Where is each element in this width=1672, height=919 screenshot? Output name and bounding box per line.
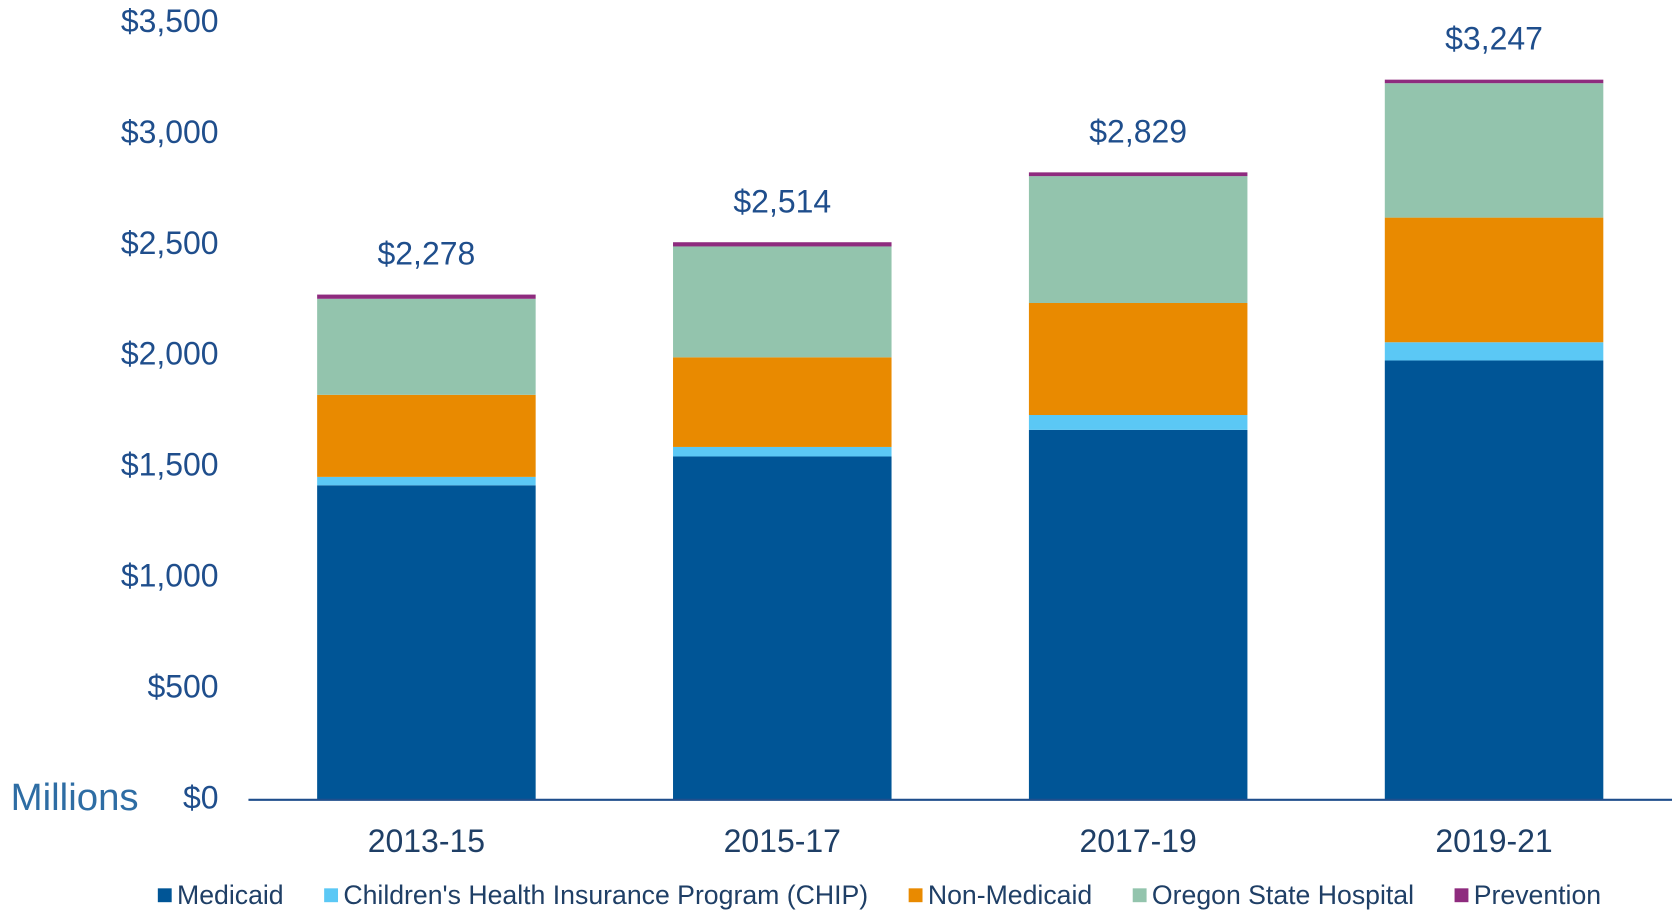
bar-segment — [673, 246, 892, 358]
bar-segment — [1384, 83, 1604, 218]
bar-segment — [1384, 217, 1604, 343]
bar-segment — [673, 242, 892, 247]
bar-segment — [1028, 303, 1248, 416]
legend-label: Oregon State Hospital — [1152, 880, 1414, 910]
legend-swatch — [1132, 888, 1147, 903]
y-tick-label: $1,500 — [121, 447, 219, 483]
y-tick-label: $2,000 — [121, 336, 219, 372]
y-axis-label: Millions — [11, 776, 139, 819]
bar-segment — [317, 294, 536, 299]
legend-swatch — [157, 888, 172, 903]
legend-swatch — [324, 888, 339, 903]
y-tick-label: $0 — [183, 779, 219, 815]
bar-segment — [1384, 360, 1604, 800]
total-label: $2,278 — [378, 236, 476, 272]
y-tick-label: $3,000 — [121, 114, 219, 150]
total-label: $2,829 — [1089, 113, 1187, 149]
y-tick-label: $2,500 — [121, 225, 219, 261]
total-label: $3,247 — [1445, 21, 1543, 57]
bar-segment — [317, 394, 536, 477]
bar-segment — [317, 298, 536, 395]
y-tick-label: $500 — [147, 668, 218, 704]
bar-segment — [317, 485, 536, 800]
bar-segment — [1028, 415, 1248, 430]
x-tick-label: 2015-17 — [724, 823, 841, 859]
x-tick-label: 2017-19 — [1080, 823, 1197, 859]
y-tick-label: $3,500 — [121, 3, 219, 39]
bar-segment — [1384, 342, 1604, 361]
bar-segment — [673, 357, 892, 447]
legend-label: Non-Medicaid — [928, 880, 1092, 910]
x-tick-label: 2019-21 — [1435, 823, 1552, 859]
bar-segment — [673, 446, 892, 457]
legend-label: Prevention — [1474, 880, 1601, 910]
bar-segment — [673, 456, 892, 800]
legend-label: Children's Health Insurance Program (CHI… — [343, 880, 868, 910]
total-label: $2,514 — [733, 183, 831, 219]
legend-swatch — [1454, 888, 1469, 903]
bar-segment — [1028, 429, 1248, 800]
bar-segment — [1028, 176, 1248, 304]
x-tick-label: 2013-15 — [368, 823, 485, 859]
legend-label: Medicaid — [177, 880, 284, 910]
y-tick-label: $1,000 — [121, 557, 219, 593]
bar-segment — [1384, 79, 1604, 84]
legend-swatch — [908, 888, 923, 903]
bar-segment — [1028, 172, 1248, 177]
bar-segment — [317, 476, 536, 486]
